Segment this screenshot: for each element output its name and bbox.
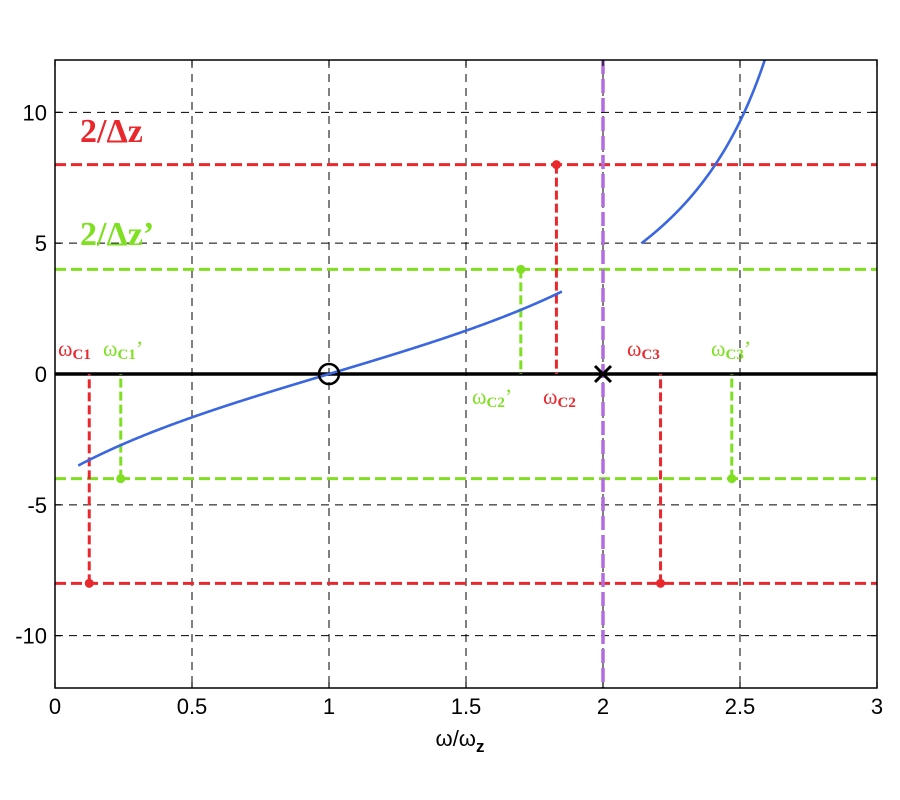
x-axis-label: ω/ωz bbox=[436, 726, 485, 756]
y-tick-label: 5 bbox=[35, 231, 47, 256]
crossing-point bbox=[551, 160, 561, 170]
crossing-label: ωC1 bbox=[58, 336, 91, 363]
x-tick-label: 1.5 bbox=[451, 694, 482, 719]
x-tick-label: 3 bbox=[871, 694, 883, 719]
crossing-label: ωC1’ bbox=[103, 336, 143, 363]
crossing-label: ωC3 bbox=[627, 336, 660, 363]
crossing-drop-lines bbox=[87, 164, 734, 584]
x-tick-label: 1 bbox=[323, 694, 335, 719]
x-tick-label: 0 bbox=[49, 694, 61, 719]
x-tick-label: 0.5 bbox=[177, 694, 208, 719]
zero-marker bbox=[317, 362, 341, 386]
crossing-label: ωC2’ bbox=[472, 384, 512, 411]
level-lines bbox=[55, 163, 877, 585]
x-tick-label: 2 bbox=[597, 694, 609, 719]
pole-marker bbox=[593, 364, 613, 384]
y-tick-label: -10 bbox=[15, 624, 47, 649]
level-label: 2/Δz bbox=[80, 113, 143, 150]
crossing-point bbox=[656, 578, 666, 588]
crossing-point bbox=[84, 578, 94, 588]
crossing-point bbox=[116, 474, 126, 484]
crossing-label: ωC2 bbox=[543, 384, 576, 411]
y-tick-label: -5 bbox=[27, 493, 47, 518]
y-tick-label: 10 bbox=[23, 100, 47, 125]
crossing-points bbox=[84, 160, 737, 588]
annotations: 2/Δz 2/Δz’ ωC1 ωC1’ ωC2’ ωC2 ωC3 ωC3’ bbox=[58, 113, 751, 411]
crossing-point bbox=[516, 264, 526, 274]
crossing-point bbox=[727, 474, 737, 484]
y-tick-label: 0 bbox=[35, 362, 47, 387]
curve-branch-right bbox=[640, 60, 767, 245]
x-tick-label: 2.5 bbox=[725, 694, 756, 719]
markers bbox=[317, 362, 613, 386]
ticks: 0 0.5 1 1.5 2 2.5 3 -10 -5 0 5 10 bbox=[15, 60, 883, 719]
level-label: 2/Δz’ bbox=[80, 216, 154, 253]
crossing-label: ωC3’ bbox=[711, 336, 751, 363]
